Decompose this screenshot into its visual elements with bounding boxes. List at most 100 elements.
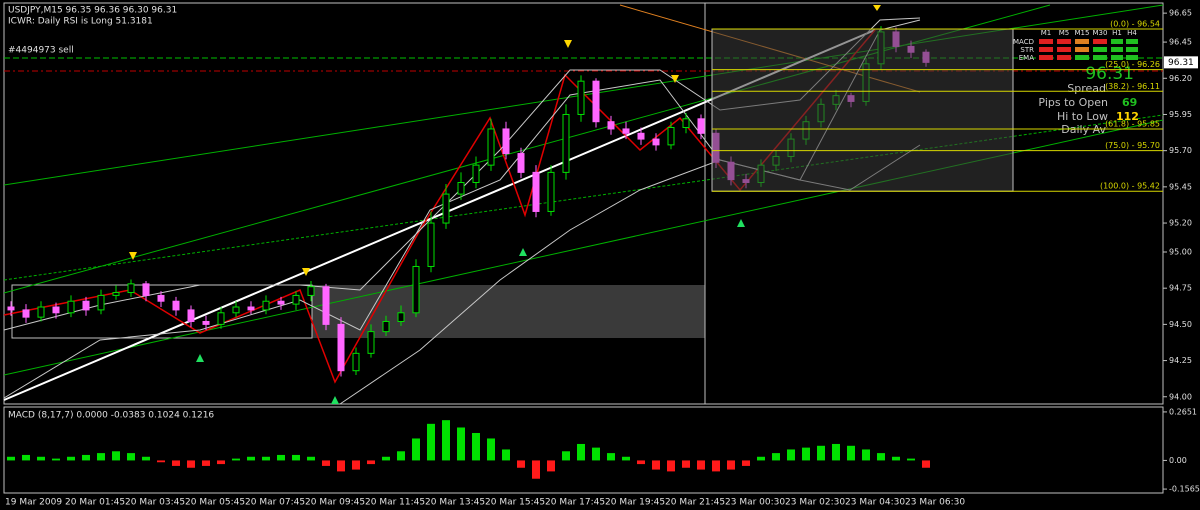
candle-body	[562, 113, 570, 173]
x-tick-label: 23 Mar 02:30	[785, 498, 845, 508]
candle-body	[277, 300, 285, 305]
x-tick-label: 23 Mar 06:30	[905, 498, 965, 508]
candle-body	[397, 312, 405, 322]
y-tick-label: 95.20	[1169, 219, 1192, 228]
x-tick-label: 20 Mar 13:45	[425, 498, 485, 508]
candle-body	[607, 121, 615, 130]
y-tick-label: 95.00	[1169, 247, 1192, 256]
candle-body	[532, 171, 540, 212]
macd-bar	[442, 420, 450, 461]
tf-label: M15	[1075, 29, 1090, 37]
macd-bar	[802, 447, 810, 461]
fib-box	[711, 28, 1014, 192]
hilo-label: Hi to Low	[1057, 110, 1108, 123]
candle-body	[322, 286, 330, 325]
macd-bar	[52, 458, 60, 461]
macd-bar	[427, 423, 435, 461]
candle-body	[172, 300, 180, 311]
candle-body	[247, 306, 255, 311]
x-tick-label: 20 Mar 03:45	[125, 498, 185, 508]
candle-body	[427, 222, 435, 267]
last-price-box	[1164, 56, 1198, 69]
macd-bar	[892, 456, 900, 461]
macd-bar	[817, 445, 825, 461]
macd-bar	[847, 445, 855, 461]
fib-label: (0.0) - 96.54	[1110, 20, 1160, 29]
x-tick-label: 19 Mar 2009	[5, 498, 62, 508]
candle-body	[52, 306, 60, 314]
macd-bar	[157, 460, 165, 463]
macd-bar	[292, 454, 300, 461]
candle-body	[487, 128, 495, 166]
macd-bar	[277, 454, 285, 461]
y-tick-label: 96.45	[1169, 38, 1192, 47]
macd-bar	[97, 453, 105, 461]
x-tick-label: 23 Mar 00:30	[725, 498, 785, 508]
tf-label: H1	[1112, 29, 1122, 37]
macd-bar	[487, 438, 495, 461]
macd-bar	[907, 458, 915, 461]
macd-title: MACD (8,17,7) 0.0000 -0.0383 0.1024 0.12…	[8, 411, 214, 421]
y-tick-label: 94.75	[1169, 284, 1192, 293]
fib-label: (25.0) - 96.26	[1105, 60, 1160, 69]
candle-body	[37, 306, 45, 318]
candle-body	[97, 294, 105, 311]
pips-label: Pips to Open	[1038, 96, 1108, 109]
candle-body	[367, 331, 375, 354]
candle-body	[7, 306, 15, 311]
candle-body	[202, 320, 210, 325]
macd-bar	[337, 460, 345, 472]
x-tick-label: 20 Mar 07:45	[245, 498, 305, 508]
candle-body	[667, 126, 675, 146]
y-tick-label: -0.1565	[1169, 485, 1200, 494]
y-tick-label: 95.45	[1169, 182, 1192, 191]
candle-body	[337, 323, 345, 372]
macd-bar	[637, 460, 645, 465]
candle-body	[157, 294, 165, 302]
macd-bar	[922, 460, 930, 468]
macd-bar	[712, 460, 720, 472]
candle-body	[22, 309, 30, 318]
candle-body	[112, 292, 120, 296]
macd-bar	[22, 454, 30, 461]
macd-bar	[82, 454, 90, 461]
macd-bar	[37, 456, 45, 461]
macd-bar	[382, 456, 390, 461]
x-tick-label: 20 Mar 09:45	[305, 498, 365, 508]
macd-bar	[622, 456, 630, 461]
macd-bar	[217, 460, 225, 465]
tf-label: M5	[1059, 29, 1070, 37]
macd-bar	[592, 447, 600, 461]
macd-bar	[367, 460, 375, 465]
macd-bar	[397, 451, 405, 461]
candle-body	[592, 80, 600, 123]
macd-bar	[772, 453, 780, 461]
zigzag	[3, 29, 876, 384]
candle-body	[637, 132, 645, 140]
macd-bar	[742, 460, 750, 466]
y-tick-label: 96.65	[1169, 9, 1192, 18]
candle-body	[682, 118, 690, 128]
macd-bar	[607, 453, 615, 461]
candle-body	[142, 283, 150, 296]
daily-avg: Daily Av	[1061, 123, 1106, 136]
candle-body	[187, 309, 195, 322]
candle-body	[472, 164, 480, 184]
candle-body	[457, 182, 465, 195]
macd-bar	[787, 449, 795, 461]
macd-bar	[757, 456, 765, 461]
y-tick-label: 0.00	[1169, 456, 1187, 465]
x-tick-label: 20 Mar 11:45	[365, 498, 425, 508]
candle-body	[502, 128, 510, 155]
candle-body	[382, 320, 390, 333]
macd-bar	[457, 427, 465, 461]
macd-bar	[352, 460, 360, 470]
x-tick-label: 20 Mar 21:45	[665, 498, 725, 508]
macd-bar	[472, 432, 480, 461]
candle-body	[262, 300, 270, 311]
y-tick-label: 96.20	[1169, 74, 1192, 83]
macd-bar	[262, 456, 270, 461]
macd-bar	[877, 453, 885, 461]
macd-bar	[412, 438, 420, 461]
